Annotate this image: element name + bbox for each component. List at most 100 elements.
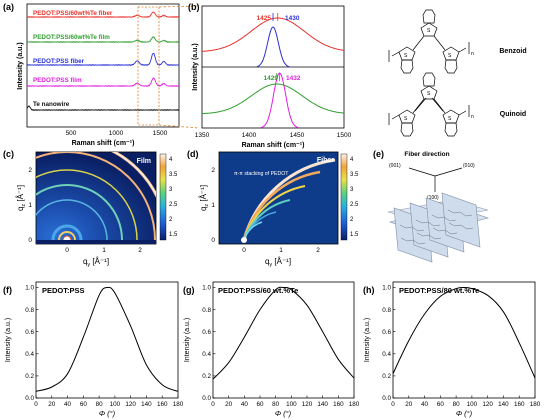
panel-g-plot: 0 20 40 60 80 100 120 140 160 180 0.0 0.2 0.4 0.6 0.8 1…: [202, 281, 360, 408]
quinoid-S-3: S: [448, 116, 452, 122]
x-tick-label: 120: [125, 401, 136, 408]
fiber-direction-title: Fiber direction: [404, 151, 449, 158]
y-tick-label: 0.2: [202, 373, 211, 380]
panel-a-ylabel: Intensity (a.u.): [17, 42, 24, 89]
x-tick-label: 80: [96, 401, 104, 408]
panel-c-xtick: 1: [102, 247, 106, 254]
spectrum-a-2: [26, 52, 180, 67]
y-tick-label: 0.0: [382, 395, 391, 402]
legend-a-green: PEDOT:PSS/60wt%Te film: [33, 34, 110, 41]
benzoid-n: n: [471, 51, 474, 57]
x-tick-label: 60: [256, 401, 264, 408]
panel-b-plot: 1425 1430 1429 1432 1350 1400 1450 1500 …: [192, 5, 352, 149]
azimuthal-curve: [212, 286, 355, 380]
panel-c-label: (c): [3, 149, 14, 159]
x-tick-label: 140: [317, 401, 328, 408]
colorbar-c-tick: 1.5: [169, 232, 178, 238]
y-tick-label: 0.8: [25, 307, 34, 314]
spectrum-a-0: [26, 11, 180, 19]
plot-frame: [392, 281, 536, 399]
panel-f-label: (f): [3, 285, 12, 295]
spectrum-b-2: [202, 83, 345, 115]
colorbar-d-tick: 3: [350, 187, 354, 193]
panel-d-xlabel: qy [Å⁻¹]: [265, 257, 291, 268]
x-tick-label: 0: [391, 401, 395, 408]
y-tick-label: 0.2: [25, 373, 34, 380]
spectrum-b-0: [201, 17, 345, 52]
legend-a-red: PEDOT:PSS/60wt%Te fiber: [33, 10, 113, 17]
y-tick-label: 0.0: [25, 395, 34, 402]
colorbar-d-tick: 2: [350, 217, 354, 223]
colorbar-d: [340, 153, 348, 241]
panel-d-ytick: 0: [211, 237, 215, 244]
zoom-guide-bottom: [158, 124, 200, 129]
quinoid-S-1: S: [404, 116, 408, 122]
panel-a-xtick: 500: [66, 130, 77, 137]
peak-label-1430: 1430: [285, 15, 300, 22]
zoom-guide-top: [158, 5, 200, 8]
x-tick-label: 100: [286, 401, 297, 408]
panel-e-schematic: Fiber direction (001) (010) (100): [387, 151, 490, 263]
y-tick-label: 0.8: [382, 307, 391, 314]
x-tick-label: 20: [48, 401, 56, 408]
panel-f-title: PEDOT:PSS: [42, 286, 85, 295]
colorbar-d-tick: 1.5: [350, 232, 359, 238]
x-tick-label: 160: [157, 401, 168, 408]
panel-f-ylabel: Intensity (a.u.): [5, 318, 12, 362]
panel-d-ylabel: qz [Å⁻¹]: [199, 185, 210, 211]
dir-001: (001): [389, 163, 401, 169]
colorbar-c-tick: 3: [169, 187, 173, 193]
x-tick-label: 160: [514, 401, 525, 408]
colorbar-d-tick: 2.5: [350, 202, 359, 208]
panel-a-label: (a): [3, 2, 14, 12]
dir-010: (010): [463, 163, 475, 169]
x-tick-label: 20: [405, 401, 413, 408]
quinoid-structure: [388, 72, 470, 137]
benzoid-label: Benzoid: [499, 48, 526, 55]
panel-f-xlabel: Φ (°): [99, 409, 116, 418]
panel-d-ytick: 1: [211, 202, 215, 209]
x-tick-label: 100: [110, 401, 121, 408]
panel-h-label: (h): [363, 285, 375, 295]
colorbar-c-tick: 4: [169, 157, 173, 163]
panel-a-xtick: 1000: [109, 130, 124, 137]
panel-c-ylabel: qz [Å⁻¹]: [16, 185, 27, 211]
plot-frame: [35, 281, 179, 399]
y-tick-label: 0.6: [202, 329, 211, 336]
panel-b-xlabel: Raman shift (cm⁻¹): [242, 142, 305, 149]
stacked-sheets: [387, 192, 490, 263]
panel-d-xtick: 2: [316, 247, 320, 254]
y-tick-label: 0.4: [382, 351, 391, 358]
y-tick-label: 0.8: [202, 307, 211, 314]
panel-d-ytick: 2: [211, 167, 215, 174]
legend-a-magenta: PEDOT:PSS film: [33, 77, 82, 84]
panel-e-label: (e): [373, 149, 384, 159]
peak-label-1425: 1425: [257, 15, 272, 22]
x-tick-label: 120: [482, 401, 493, 408]
panel-d-map: π-π stacking of PEDOT Fiber 4 3.5 3 2.5 …: [199, 151, 359, 268]
panel-d-label: (d): [187, 149, 199, 159]
panel-g-label: (g): [183, 285, 195, 295]
benzoid-structure: [388, 9, 470, 74]
panel-d-tag: Fiber: [317, 157, 334, 164]
panel-c-xlabel: qy [Å⁻¹]: [83, 257, 109, 268]
y-tick-label: 1.0: [202, 285, 211, 292]
legend-a-blue: PEDOT:PSS fiber: [33, 58, 85, 65]
panel-g-title: PEDOT:PSS/60 wt.%Te: [218, 286, 298, 295]
peak-label-1432: 1432: [286, 75, 301, 82]
x-tick-label: 80: [272, 401, 280, 408]
panel-a-xlabel: Raman shift (cm⁻¹): [72, 140, 135, 147]
panel-h-ylabel: Intensity (a.u.): [364, 318, 371, 362]
x-tick-label: 120: [302, 401, 313, 408]
panel-f-plot: 0 20 40 60 80 100 120 140 160 180 0.0 0.2 0.4 0.6 0.8 1…: [25, 281, 184, 408]
panel-b-xtick: 1400: [242, 132, 257, 139]
y-tick-label: 0.6: [25, 329, 34, 336]
x-tick-label: 20: [225, 401, 233, 408]
colorbar-c-tick: 3.5: [169, 172, 178, 178]
x-tick-label: 180: [530, 401, 541, 408]
y-tick-label: 0.6: [382, 329, 391, 336]
dir-100: (100): [427, 195, 439, 201]
panel-h-title: PEDOT:PSS/80 wt.%Te: [399, 286, 479, 295]
colorbar-c: [159, 153, 167, 241]
